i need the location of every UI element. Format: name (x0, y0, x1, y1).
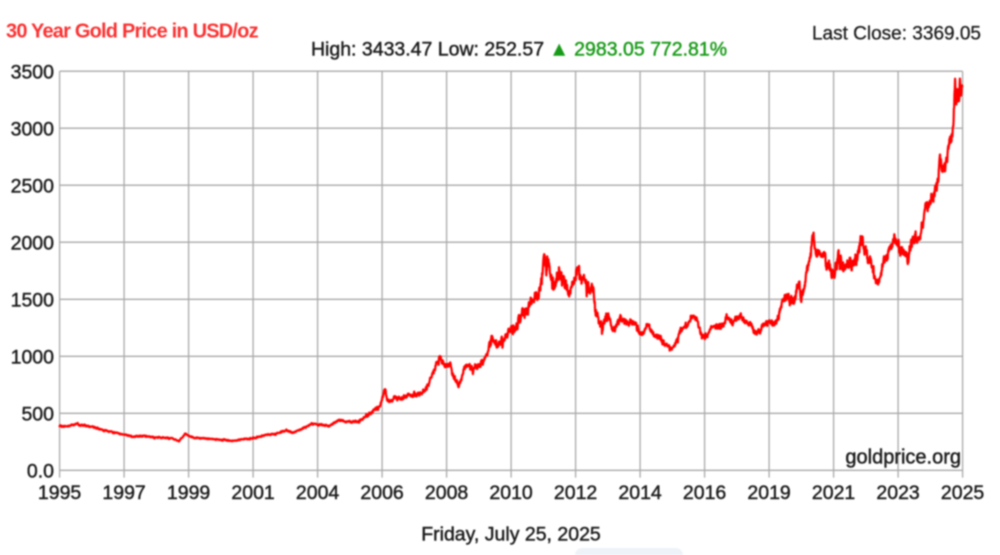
svg-text:1000: 1000 (11, 347, 55, 369)
svg-text:2001: 2001 (231, 482, 274, 504)
svg-text:Friday, July 25, 2025: Friday, July 25, 2025 (421, 524, 601, 546)
svg-text:2023: 2023 (876, 482, 919, 504)
svg-text:3500: 3500 (11, 61, 55, 83)
svg-text:2006: 2006 (360, 482, 403, 504)
svg-text:2016: 2016 (683, 482, 726, 504)
svg-text:2019: 2019 (747, 482, 790, 504)
svg-text:2008: 2008 (425, 482, 468, 504)
svg-text:2000: 2000 (11, 232, 55, 254)
svg-text:0.0: 0.0 (27, 461, 54, 483)
svg-text:3000: 3000 (11, 118, 55, 140)
svg-text:500: 500 (21, 404, 54, 426)
svg-text:2500: 2500 (11, 175, 55, 197)
svg-text:1999: 1999 (167, 482, 210, 504)
svg-text:goldprice.org: goldprice.org (845, 447, 961, 469)
svg-text:30 Year Gold Price in USD/oz: 30 Year Gold Price in USD/oz (6, 21, 259, 43)
svg-text:2004: 2004 (296, 482, 340, 504)
svg-text:2012: 2012 (554, 482, 597, 504)
svg-text:1500: 1500 (11, 290, 55, 312)
svg-text:2010: 2010 (489, 482, 533, 504)
svg-text:2021: 2021 (812, 482, 855, 504)
svg-text:2014: 2014 (618, 482, 662, 504)
svg-text:Last Close: 3369.05: Last Close: 3369.05 (812, 24, 981, 45)
svg-text:High: 3433.47 Low: 252.57 ▲ 29: High: 3433.47 Low: 252.57 ▲ 2983.05 772.… (311, 39, 727, 61)
svg-text:1997: 1997 (102, 482, 145, 504)
svg-text:2025: 2025 (941, 482, 985, 504)
svg-text:1995: 1995 (38, 482, 82, 504)
